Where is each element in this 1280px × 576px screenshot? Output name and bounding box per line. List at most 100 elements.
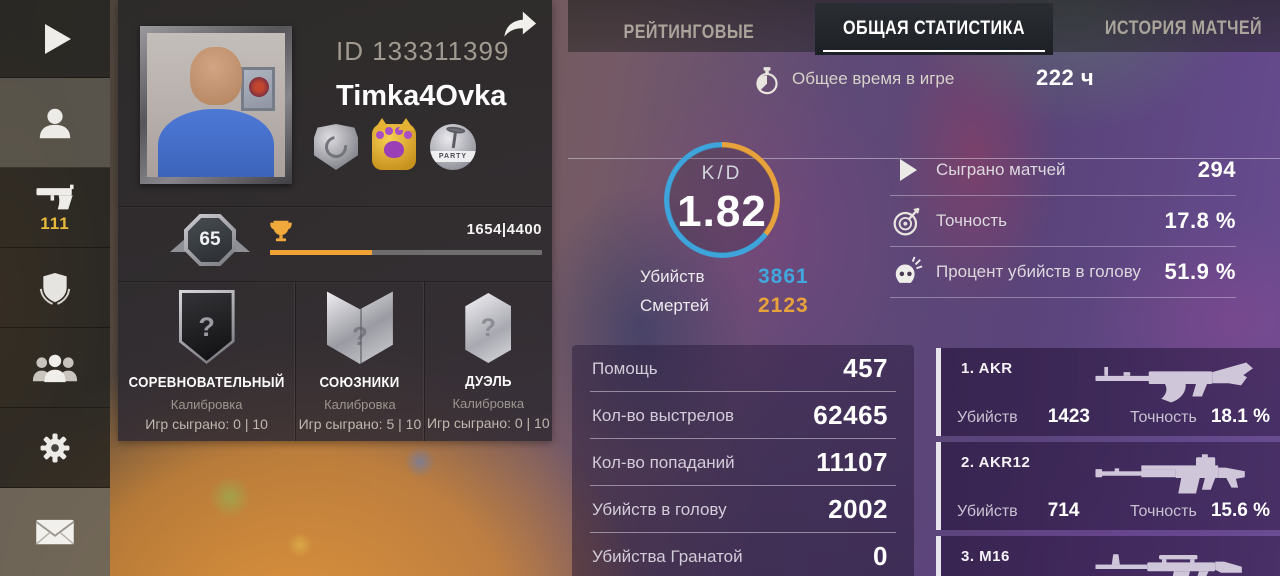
- divider: [118, 206, 552, 208]
- detail-stats-panel: Помощь 457 Кол-во выстрелов 62465 Кол-во…: [572, 345, 914, 576]
- level-wing-right: [234, 238, 250, 252]
- duel-rank-badge: ?: [465, 293, 512, 363]
- kd-ratio-block: K/D 1.82: [664, 142, 780, 258]
- trophy-progress-fill: [270, 250, 373, 255]
- total-time-row: Общее время в игре 222 ч: [568, 52, 1280, 159]
- assists-row: Помощь 457: [572, 345, 914, 392]
- competitive-rank-badge: ?: [178, 290, 235, 364]
- level-badge: 65: [184, 214, 236, 266]
- trophy-icon: [268, 218, 294, 249]
- mail-envelope-icon: [35, 519, 75, 545]
- player-nickname: Timka4Ovka: [336, 80, 507, 112]
- weapon-card-akr12[interactable]: 2. AKR12: [936, 442, 1280, 530]
- paw-pad: [384, 140, 404, 158]
- loadout-count-badge: 111: [40, 213, 70, 233]
- deaths-label: Смертей: [640, 296, 710, 315]
- player-id: ID 133311399: [336, 36, 510, 66]
- target-dart-icon: [890, 205, 926, 237]
- matches-play-icon: [890, 159, 926, 181]
- rank-status: Калибровка: [452, 396, 525, 411]
- kd-ring-inner: [669, 147, 775, 253]
- headshot-percent-row: Процент убийств в голову 51.9 %: [890, 247, 1236, 298]
- friends-group-icon: [32, 354, 78, 382]
- trophy-progress-bar: [270, 250, 542, 255]
- sidebar-item-profile[interactable]: [0, 78, 110, 168]
- headshot-kills-row: Убийств в голову 2002: [572, 486, 914, 533]
- allies-rank-badge: ?: [326, 291, 393, 364]
- top-weapons-list: 1. AKR Уби: [936, 348, 1280, 576]
- stats-tabbar: РЕЙТИНГОВЫЕ ОБЩАЯ СТАТИСТИКА ИСТОРИЯ МАТ…: [568, 0, 1280, 55]
- rank-modes: ? СОРЕВНОВАТЕЛЬНЫЙ Калибровка Игр сыгран…: [118, 282, 552, 441]
- sidebar-item-mail[interactable]: [0, 488, 110, 576]
- rank-games-played: Игр сыграно: 0 | 10: [145, 416, 268, 432]
- sidebar-item-clan[interactable]: [0, 248, 110, 328]
- shots-fired-row: Кол-во выстрелов 62465: [572, 392, 914, 439]
- rank-games-played: Игр сыграно: 0 | 10: [426, 415, 550, 431]
- rank-status: Калибровка: [170, 397, 243, 412]
- tab-rating[interactable]: РЕЙТИНГОВЫЕ: [623, 22, 755, 43]
- kd-value: 1.82: [677, 187, 767, 236]
- shield-laurel-icon: [39, 272, 71, 305]
- dragon-shield-badge[interactable]: [314, 124, 358, 170]
- tab-match-history[interactable]: ИСТОРИЯ МАТЧЕЙ: [1104, 18, 1262, 39]
- share-button[interactable]: [502, 8, 538, 40]
- avatar-painting-flower: [249, 77, 269, 97]
- ak47-silhouette-icon: [1094, 354, 1264, 413]
- avatar-shirt: [158, 109, 274, 177]
- level-wing-left: [170, 238, 186, 252]
- play-icon: [45, 23, 71, 54]
- person-icon: [39, 108, 71, 138]
- gear-icon: [40, 433, 70, 462]
- level-value: 65: [188, 218, 232, 262]
- rank-allies: ? СОЮЗНИКИ Калибровка Игр сыграно: 5 | 1…: [295, 282, 423, 441]
- avatar-photo: [147, 33, 285, 177]
- divider: [568, 158, 1280, 159]
- m16-silhouette-icon: [1094, 542, 1264, 576]
- kd-ratio-ring: [664, 142, 780, 258]
- rank-duel: ? ДУЭЛЬ Калибровка Игр сыграно: 0 | 10: [423, 282, 552, 441]
- gold-paw-badge[interactable]: [372, 118, 416, 170]
- deaths-row: Смертей 2123: [640, 294, 809, 318]
- deaths-value: 2123: [758, 294, 809, 317]
- sidebar-item-play[interactable]: [0, 0, 110, 78]
- tab-general-statistics[interactable]: ОБЩАЯ СТАТИСТИКА: [815, 3, 1053, 55]
- shots-hit-row: Кол-во попаданий 11107: [572, 439, 914, 486]
- sidebar-item-settings[interactable]: [0, 408, 110, 488]
- palm-tree-icon: [451, 129, 458, 149]
- accuracy-row: Точность 17.8 %: [890, 196, 1236, 247]
- ak12-silhouette-icon: [1094, 448, 1264, 507]
- trophy-progress-text: 1654|4400: [466, 221, 542, 238]
- rank-mode-name: СОЮЗНИКИ: [319, 374, 400, 391]
- rank-games-played: Игр сыграно: 5 | 10: [298, 416, 422, 432]
- party-palm-badge[interactable]: PARTY: [430, 124, 476, 170]
- kills-row: Убийств 3861: [640, 265, 809, 289]
- weapon-card-akr[interactable]: 1. AKR Уби: [936, 348, 1280, 436]
- grenade-kills-row: Убийства Гранатой 0: [572, 533, 914, 576]
- pistol-icon: [36, 184, 74, 209]
- rank-competitive: ? СОРЕВНОВАТЕЛЬНЫЙ Калибровка Игр сыгран…: [118, 282, 295, 441]
- total-time-label: Общее время в игре: [792, 69, 955, 88]
- total-time-value: 222 ч: [1036, 65, 1095, 90]
- stats-panel: РЕЙТИНГОВЫЕ ОБЩАЯ СТАТИСТИКА ИСТОРИЯ МАТ…: [568, 0, 1280, 576]
- weapon-stats: Убийств 714 Точность 15.6 %: [957, 500, 1270, 521]
- divider: [118, 281, 552, 283]
- kills-value: 3861: [758, 265, 809, 288]
- kills-label: Убийств: [640, 267, 705, 286]
- weapon-card-m16[interactable]: 3. M16: [936, 536, 1280, 576]
- sidebar-item-loadout[interactable]: 111: [0, 168, 110, 248]
- kd-label: K/D: [701, 163, 743, 184]
- weapon-stats: Убийств 1423 Точность 18.1 %: [957, 406, 1270, 427]
- matches-played-row: Сыграно матчей 294: [890, 145, 1236, 196]
- rank-mode-name: ДУЭЛЬ: [465, 373, 512, 390]
- rank-mode-name: СОРЕВНОВАТЕЛЬНЫЙ: [128, 374, 285, 391]
- profile-panel: ID 133311399 Timka4Ovka PARTY 65: [118, 0, 552, 441]
- headshot-icon: [890, 256, 926, 288]
- kills-deaths-list: Убийств 3861 Смертей 2123: [640, 265, 809, 325]
- share-arrow-icon: [504, 11, 537, 37]
- avatar[interactable]: [140, 26, 292, 184]
- sidebar: 111: [0, 0, 110, 576]
- party-badge-text: PARTY: [430, 151, 476, 162]
- summary-stats: Сыграно матчей 294 Точность 17.8 %: [890, 145, 1236, 298]
- sidebar-item-friends[interactable]: [0, 328, 110, 408]
